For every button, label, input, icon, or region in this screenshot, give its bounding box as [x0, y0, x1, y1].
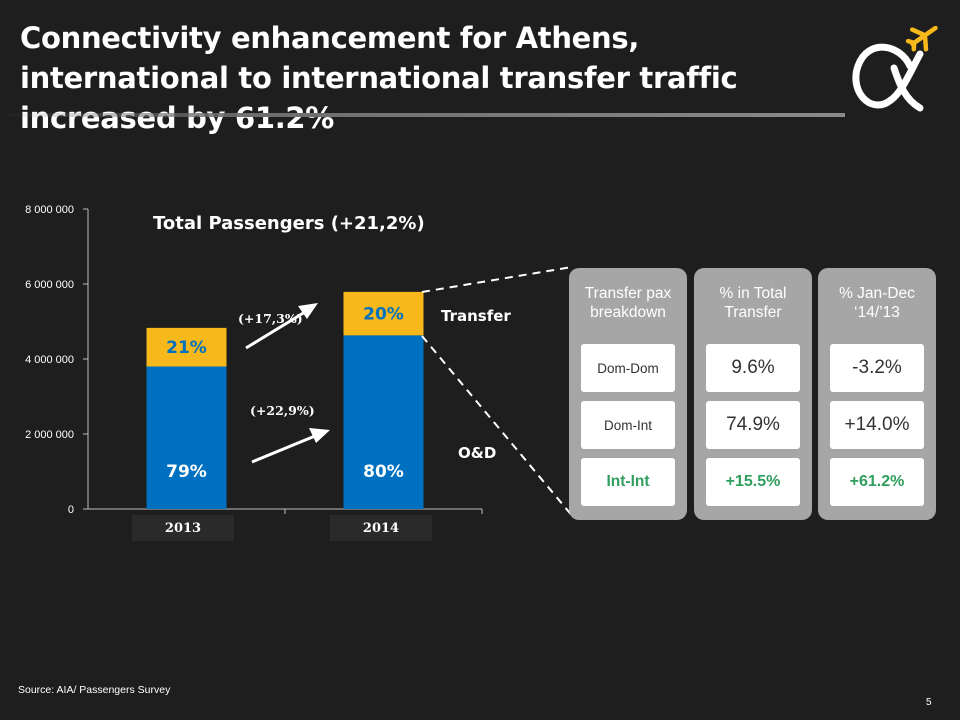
panel-header: Transfer pax breakdown [584, 285, 672, 321]
bar-transfer-2013 [146, 327, 227, 367]
source-note: Source: AIA/ Passengers Survey [18, 684, 171, 696]
change-cell: +14.0% [830, 401, 924, 449]
panel-header: % in Total Transfer [719, 285, 787, 321]
bar-od-2014 [343, 335, 424, 509]
y-tick-label: 4 000 000 [25, 354, 74, 366]
transfer-growth-arrow [245, 303, 318, 350]
x-tick-2013: 2013 [132, 515, 234, 541]
legend-transfer: Transfer [441, 307, 511, 325]
bar-transfer-2014 [343, 291, 424, 336]
breakdown-cell: Dom-Dom [581, 344, 675, 392]
change-cell: +61.2% [830, 458, 924, 506]
breakdown-panel: Transfer pax breakdown Dom-Dom Dom-Int I… [569, 268, 687, 520]
y-tick-label: 0 [68, 504, 74, 516]
breakdown-cell: Int-Int [581, 458, 675, 506]
share-panel: % in Total Transfer 9.6% 74.9% +15.5% [694, 268, 812, 520]
od-growth-arrow [251, 428, 330, 464]
y-tick-label: 8 000 000 [25, 204, 74, 216]
change-panel: % Jan-Dec ‘14/’13 -3.2% +14.0% +61.2% [818, 268, 936, 520]
zoom-connector-lines [421, 266, 575, 519]
bar-data-label: 21% [166, 338, 207, 358]
share-cell: 9.6% [706, 344, 800, 392]
title-divider [0, 113, 845, 117]
y-tick-label: 2 000 000 [25, 429, 74, 441]
change-cell: -3.2% [830, 344, 924, 392]
x-tick-2014: 2014 [330, 515, 432, 541]
share-cell: +15.5% [706, 458, 800, 506]
od-growth-label: (+22,9%) [250, 403, 315, 418]
bar-data-label: 79% [166, 462, 207, 482]
bar-data-label: 80% [363, 462, 404, 482]
bar-data-label: 20% [363, 305, 404, 325]
slide-title: Connectivity enhancement for Athens, int… [20, 21, 738, 135]
bar-od-2013 [146, 366, 227, 509]
panel-header: % Jan-Dec ‘14/’13 [839, 285, 915, 321]
share-cell: 74.9% [706, 401, 800, 449]
legend-od: O&D [458, 444, 496, 462]
chart-title: Total Passengers (+21,2%) [153, 213, 425, 234]
alpha-plane-logo [852, 26, 938, 112]
y-tick-label: 6 000 000 [25, 279, 74, 291]
page-number: 5 [926, 697, 932, 708]
breakdown-cell: Dom-Int [581, 401, 675, 449]
